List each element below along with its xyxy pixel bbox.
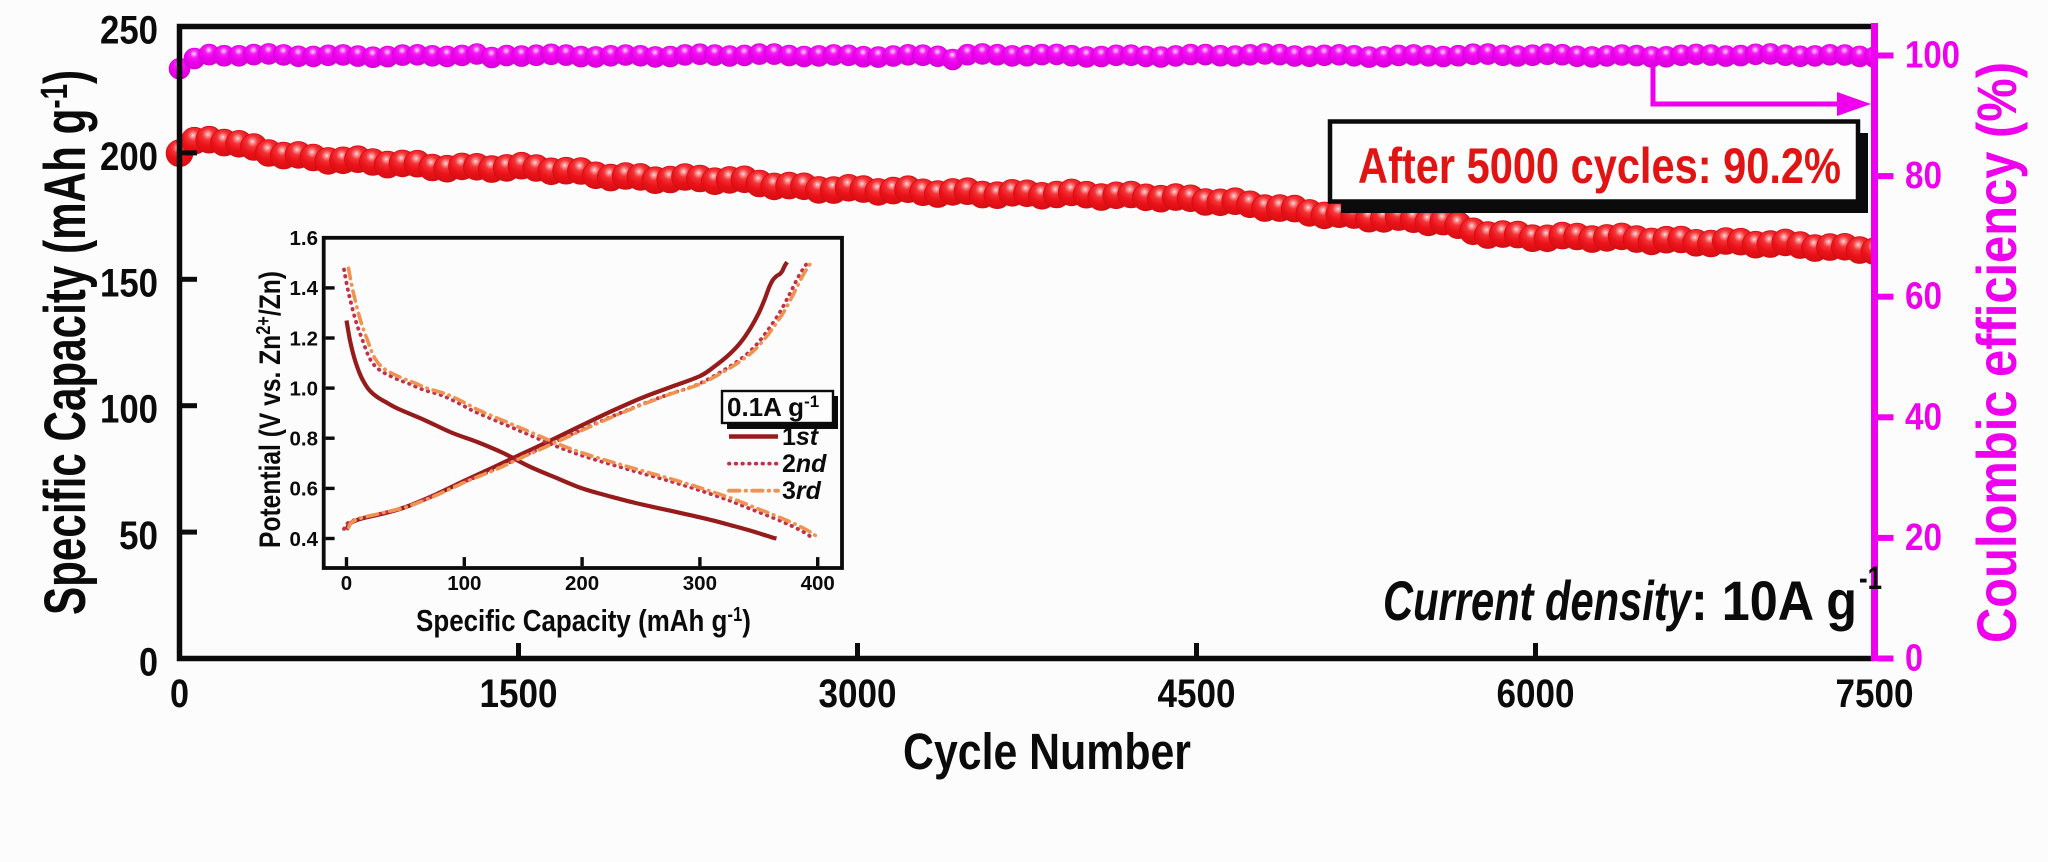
svg-text:0: 0 bbox=[341, 572, 352, 595]
svg-text:400: 400 bbox=[801, 572, 835, 595]
svg-text:1st: 1st bbox=[782, 423, 820, 451]
svg-text:100: 100 bbox=[100, 388, 158, 432]
svg-text:1.2: 1.2 bbox=[290, 327, 319, 350]
svg-text:2nd: 2nd bbox=[782, 450, 827, 478]
svg-text:0.6: 0.6 bbox=[290, 478, 319, 501]
svg-text:7500: 7500 bbox=[1836, 672, 1914, 716]
svg-text:Specific Capacity (mAh g-1): Specific Capacity (mAh g-1) bbox=[32, 70, 97, 615]
svg-text:Cycle Number: Cycle Number bbox=[903, 722, 1191, 779]
svg-text:20: 20 bbox=[1905, 517, 1942, 559]
svg-text:0.1A g-1: 0.1A g-1 bbox=[727, 392, 819, 422]
svg-text:Potential (V vs. Zn2+/Zn): Potential (V vs. Zn2+/Zn) bbox=[251, 271, 286, 548]
svg-text:: 10A g: : 10A g bbox=[1691, 571, 1857, 633]
svg-text:4500: 4500 bbox=[1158, 672, 1236, 716]
svg-text:100: 100 bbox=[1905, 35, 1960, 77]
svg-text:1.6: 1.6 bbox=[290, 227, 319, 250]
svg-text:40: 40 bbox=[1905, 396, 1942, 438]
svg-text:0.8: 0.8 bbox=[290, 428, 319, 451]
svg-text:80: 80 bbox=[1905, 155, 1942, 197]
svg-text:0.4: 0.4 bbox=[290, 528, 319, 551]
svg-text:50: 50 bbox=[119, 514, 158, 558]
svg-text:1.0: 1.0 bbox=[290, 377, 319, 400]
svg-text:0: 0 bbox=[170, 672, 189, 716]
svg-text:Specific Capacity (mAh g-1): Specific Capacity (mAh g-1) bbox=[416, 603, 751, 639]
svg-text:200: 200 bbox=[100, 135, 158, 179]
svg-text:60: 60 bbox=[1905, 276, 1942, 318]
svg-text:0: 0 bbox=[139, 641, 158, 685]
svg-text:-1: -1 bbox=[1859, 562, 1882, 597]
svg-text:1500: 1500 bbox=[480, 672, 558, 716]
svg-text:1.4: 1.4 bbox=[290, 277, 319, 300]
svg-text:3000: 3000 bbox=[819, 672, 897, 716]
svg-text:Current density: Current density bbox=[1383, 570, 1693, 632]
svg-text:150: 150 bbox=[100, 261, 158, 305]
svg-text:300: 300 bbox=[683, 572, 717, 595]
svg-text:0: 0 bbox=[1905, 638, 1923, 680]
svg-text:After 5000 cycles: 90.2%: After 5000 cycles: 90.2% bbox=[1358, 137, 1841, 194]
svg-text:3rd: 3rd bbox=[782, 477, 822, 505]
svg-text:200: 200 bbox=[565, 572, 599, 595]
svg-text:Coulombic efficiency (%): Coulombic efficiency (%) bbox=[1966, 62, 2029, 643]
svg-text:250: 250 bbox=[100, 9, 158, 53]
svg-text:6000: 6000 bbox=[1497, 672, 1575, 716]
svg-text:100: 100 bbox=[447, 572, 481, 595]
